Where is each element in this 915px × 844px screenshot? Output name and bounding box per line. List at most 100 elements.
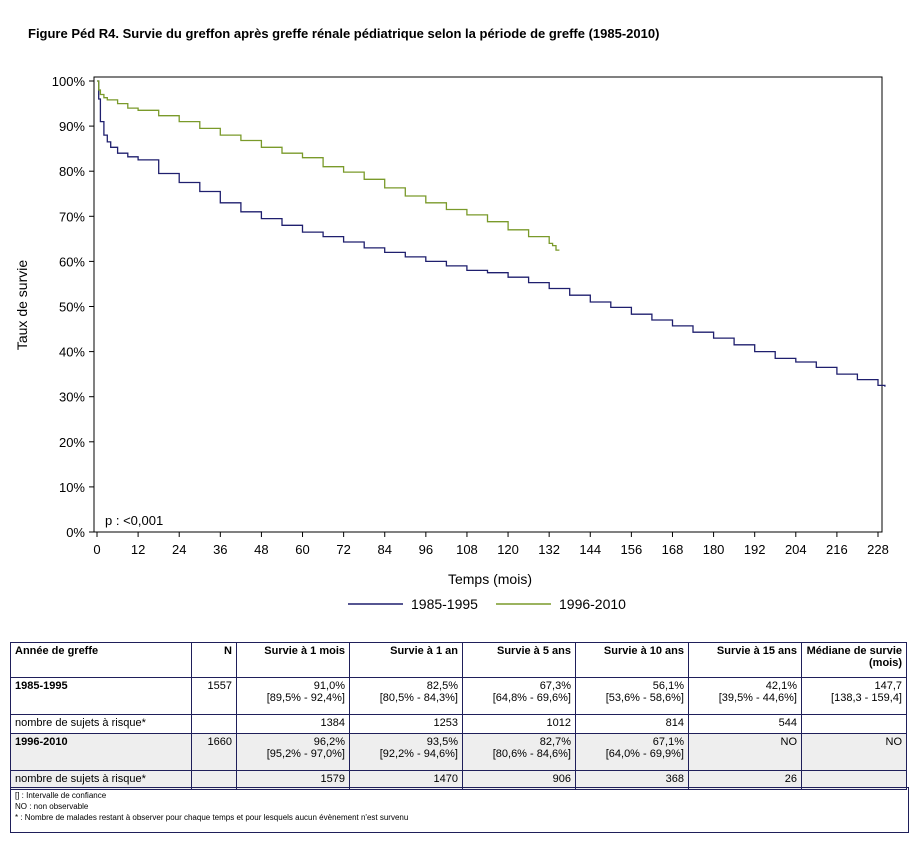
cell-value: NO: [780, 736, 798, 748]
cell-n: 1557: [191, 677, 237, 715]
x-tick-label: 48: [254, 542, 268, 557]
col-header: Survie à 15 ans: [688, 642, 802, 678]
table-cell: 67,1% [64,0% - 69,9%]: [575, 733, 689, 771]
table-cell: 814: [575, 714, 689, 734]
y-tick-label: 30%: [59, 390, 85, 405]
table-cell: 96,2% [95,2% - 97,0%]: [236, 733, 350, 771]
x-tick-label: 0: [93, 542, 100, 557]
table-row: 1985-1995 1557 91,0% [89,5% - 92,4%] 82,5…: [10, 677, 907, 715]
table-cell: 147,7 [138,3 - 159,4]: [801, 677, 907, 715]
table-cell: [191, 714, 237, 734]
table-cell: NO: [688, 733, 802, 771]
figure-title: Figure Péd R4. Survie du greffon après g…: [28, 26, 660, 41]
cell-ci: [53,6% - 58,6%]: [605, 692, 684, 704]
note-line: NO : non observable: [15, 802, 89, 811]
row-label: nombre de sujets à risque*: [10, 770, 192, 790]
cell-ci: [89,5% - 92,4%]: [266, 692, 345, 704]
cell-ci: [80,5% - 84,3%]: [379, 692, 458, 704]
table-cell: 368: [575, 770, 689, 790]
cell-value: 147,7: [874, 680, 902, 692]
cell-value: 82,5%: [426, 680, 458, 692]
x-tick-label: 204: [785, 542, 807, 557]
table-cell: 1579: [236, 770, 350, 790]
x-tick-label: 24: [172, 542, 186, 557]
survival-table: Année de greffe N Survie à 1 mois Survie…: [10, 642, 907, 790]
x-tick-label: 12: [131, 542, 145, 557]
col-header: Survie à 10 ans: [575, 642, 689, 678]
table-cell: 1012: [462, 714, 576, 734]
col-header: Année de greffe: [10, 642, 192, 678]
table-cell: [801, 714, 907, 734]
row-label: nombre de sujets à risque*: [10, 714, 192, 734]
series-line-1985-1995: [97, 80, 886, 387]
cell-value: 96,2%: [313, 736, 345, 748]
table-row: nombre de sujets à risque* 1384 1253 101…: [10, 714, 907, 734]
y-tick-label: 100%: [52, 74, 86, 89]
x-tick-label: 60: [295, 542, 309, 557]
y-tick-label: 90%: [59, 119, 85, 134]
cell-value: 42,1%: [765, 680, 797, 692]
cell-value: 56,1%: [652, 680, 684, 692]
table-row: nombre de sujets à risque* 1579 1470 906…: [10, 770, 907, 790]
cell-ci: [39,5% - 44,6%]: [718, 692, 797, 704]
x-tick-label: 96: [419, 542, 433, 557]
cell-value: 67,1%: [652, 736, 684, 748]
y-tick-label: 70%: [59, 209, 85, 224]
cell-value: 82,7%: [539, 736, 571, 748]
x-tick-label: 156: [621, 542, 643, 557]
x-tick-label: 192: [744, 542, 766, 557]
row-label: 1996-2010: [10, 733, 192, 771]
y-tick-label: 10%: [59, 480, 85, 495]
table-cell: 26: [688, 770, 802, 790]
table-cell: 82,5% [80,5% - 84,3%]: [349, 677, 463, 715]
cell-ci: [64,0% - 69,9%]: [605, 748, 684, 760]
table-cell: 1253: [349, 714, 463, 734]
y-tick-label: 80%: [59, 164, 85, 179]
table-cell: 42,1% [39,5% - 44,6%]: [688, 677, 802, 715]
x-tick-label: 36: [213, 542, 227, 557]
table-cell: 1470: [349, 770, 463, 790]
y-tick-label: 60%: [59, 254, 85, 269]
table-cell: [801, 770, 907, 790]
x-tick-label: 108: [456, 542, 478, 557]
legend-label: 1996-2010: [559, 596, 626, 612]
note-line: * : Nombre de malades restant à observer…: [15, 813, 409, 822]
cell-ci: [64,8% - 69,6%]: [492, 692, 571, 704]
y-axis-title: Taux de survie: [14, 260, 30, 350]
series-line-1996-2010: [97, 80, 560, 251]
p-value-annotation: p : <0,001: [105, 513, 163, 528]
col-header: Survie à 1 an: [349, 642, 463, 678]
cell-ci: [138,3 - 159,4]: [831, 692, 902, 704]
x-tick-label: 216: [826, 542, 848, 557]
table-notes: [] : Intervalle de confiance NO : non ob…: [10, 787, 909, 833]
table-cell: 67,3% [64,8% - 69,6%]: [462, 677, 576, 715]
x-tick-label: 180: [703, 542, 725, 557]
y-tick-label: 40%: [59, 345, 85, 360]
x-tick-label: 228: [867, 542, 889, 557]
col-header: Médiane de survie (mois): [801, 642, 907, 678]
x-tick-label: 168: [662, 542, 684, 557]
legend-label: 1985-1995: [411, 596, 478, 612]
cell-ci: [80,6% - 84,6%]: [492, 748, 571, 760]
cell-value: 67,3%: [539, 680, 571, 692]
col-header: N: [191, 642, 237, 678]
table-cell: 544: [688, 714, 802, 734]
table-cell: 82,7% [80,6% - 84,6%]: [462, 733, 576, 771]
cell-value: 91,0%: [313, 680, 345, 692]
row-label: 1985-1995: [10, 677, 192, 715]
y-tick-label: 20%: [59, 435, 85, 450]
cell-n: 1660: [191, 733, 237, 771]
y-tick-label: 50%: [59, 300, 85, 315]
cell-value: NO: [885, 736, 903, 748]
table-cell: 93,5% [92,2% - 94,6%]: [349, 733, 463, 771]
table-cell: 56,1% [53,6% - 58,6%]: [575, 677, 689, 715]
y-tick-label: 0%: [66, 525, 85, 540]
cell-value: 93,5%: [426, 736, 458, 748]
col-header: Survie à 5 ans: [462, 642, 576, 678]
table-row: 1996-2010 1660 96,2% [95,2% - 97,0%] 93,5…: [10, 733, 907, 771]
table-header-row: Année de greffe N Survie à 1 mois Survie…: [10, 642, 907, 678]
col-header: Survie à 1 mois: [236, 642, 350, 678]
table-cell: NO: [801, 733, 907, 771]
note-line: [] : Intervalle de confiance: [15, 791, 107, 800]
x-tick-label: 144: [579, 542, 601, 557]
